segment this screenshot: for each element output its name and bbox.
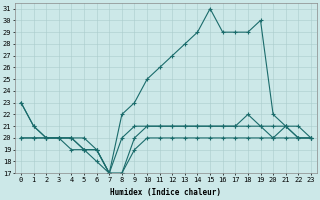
X-axis label: Humidex (Indice chaleur): Humidex (Indice chaleur) [110,188,221,197]
